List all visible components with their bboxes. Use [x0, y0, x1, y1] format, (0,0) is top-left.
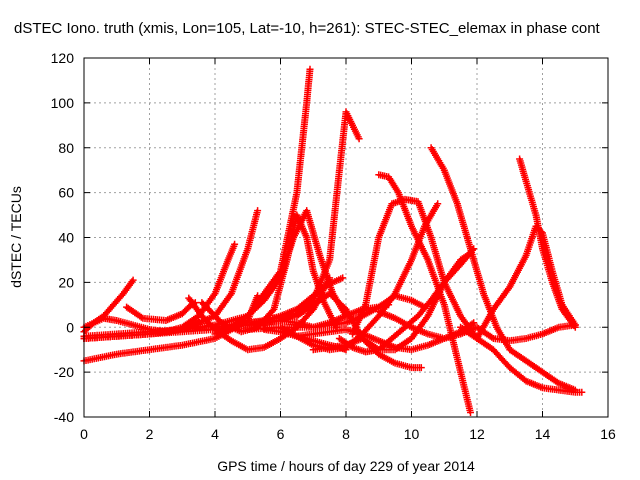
series-markers: [375, 171, 474, 416]
data-series-24: [427, 144, 579, 394]
series-markers: [516, 155, 579, 331]
y-tick-label: -20: [54, 364, 74, 380]
data-markers: [80, 65, 586, 416]
y-tick-label: 0: [66, 319, 74, 335]
y-axis-label: dSTEC / TECUs: [8, 186, 24, 288]
x-axis-label: GPS time / hours of day 229 of year 2014: [217, 458, 475, 474]
series-markers: [123, 299, 199, 324]
y-tick-label: 120: [51, 50, 75, 66]
data-series-22: [375, 171, 474, 416]
axis-ticks: 0 2 4 6 8 10 12 14 16 -40 -20 0 20 40 60 80 100 120: [51, 50, 616, 442]
data-series-8: [123, 299, 199, 324]
chart-title: dSTEC Iono. truth (xmis, Lon=105, Lat=-1…: [14, 20, 601, 37]
y-tick-label: 80: [58, 140, 74, 156]
series-markers: [457, 323, 586, 396]
y-tick-label: 60: [58, 185, 74, 201]
x-tick-label: 10: [404, 426, 420, 442]
x-tick-label: 12: [469, 426, 485, 442]
data-series-21: [349, 195, 481, 342]
x-tick-label: 4: [211, 426, 219, 442]
x-tick-label: 14: [535, 426, 551, 442]
x-tick-label: 0: [80, 426, 88, 442]
y-tick-label: -40: [54, 409, 74, 425]
x-tick-label: 16: [600, 426, 616, 442]
x-tick-label: 2: [146, 426, 154, 442]
x-tick-label: 6: [277, 426, 285, 442]
series-markers: [427, 144, 579, 394]
data-series-25: [457, 323, 586, 396]
y-tick-label: 40: [58, 230, 74, 246]
y-tick-label: 20: [58, 274, 74, 290]
y-tick-label: 100: [51, 95, 75, 111]
data-series-27: [516, 155, 579, 331]
x-tick-label: 8: [342, 426, 350, 442]
series-markers: [349, 195, 481, 342]
